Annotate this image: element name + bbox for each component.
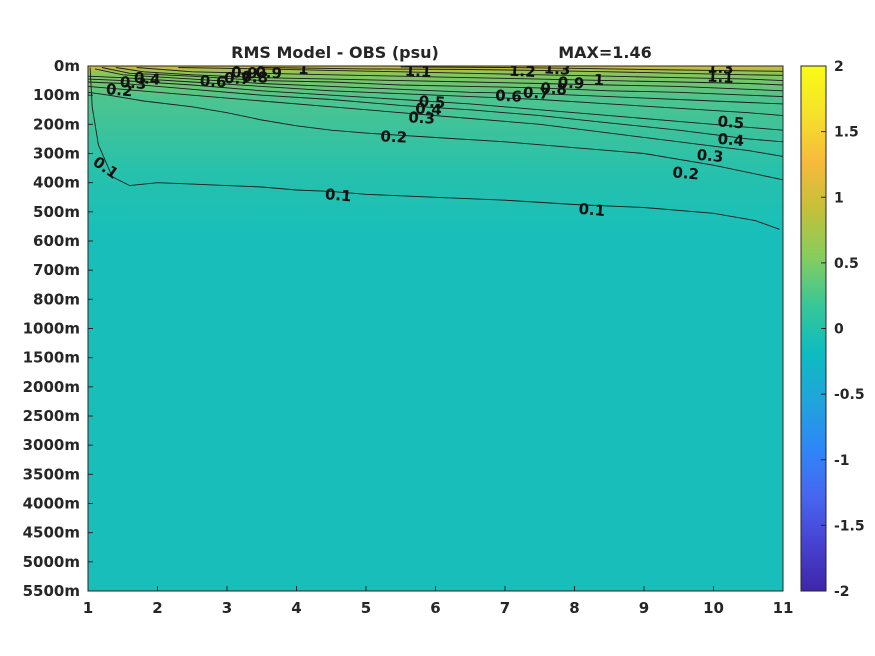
- y-tick-label: 5000m: [23, 553, 80, 571]
- contour-label-13: 0.5: [717, 112, 745, 132]
- contour-label-7: 0.3: [408, 108, 435, 127]
- x-tick-label: 1: [83, 599, 93, 617]
- plot-area: 0.10.10.10.20.20.20.30.30.30.40.40.40.50…: [88, 58, 783, 591]
- x-tick-label: 11: [773, 599, 794, 617]
- y-tick-label: 700m: [33, 261, 80, 279]
- contour-label-20: 0.9: [231, 63, 258, 82]
- x-tick-label: 6: [430, 599, 440, 617]
- y-tick-label: 800m: [33, 290, 80, 308]
- x-axis-ticks: 1 2 3 4 5 6 7 8 9 10 11: [83, 586, 794, 617]
- y-tick-label: 1000m: [23, 320, 80, 338]
- x-tick-label: 9: [639, 599, 649, 617]
- contour-label-14: 0.6: [199, 72, 226, 91]
- y-tick-label: 200m: [33, 115, 80, 133]
- contour-label-21: 0.9: [557, 73, 584, 92]
- contour-label-6: 0.3: [119, 73, 147, 93]
- colorbar: 2 1.5 1 0.5 0 -0.5 -1 -1.5 -2: [800, 59, 865, 600]
- contour-line-4: [88, 78, 783, 131]
- y-tick-label: 5500m: [23, 582, 80, 600]
- contour-line-6: [94, 68, 783, 105]
- contour-line-11: [261, 67, 783, 76]
- contour-label-3: 0.2: [105, 80, 133, 100]
- colorbar-tick-label: -1.5: [834, 518, 865, 534]
- x-tick-label: 3: [222, 599, 232, 617]
- contour-line-12: [400, 66, 783, 72]
- contour-label-27: 1.2: [509, 62, 536, 81]
- contour-label-11: 0.4: [717, 130, 745, 150]
- contour-lines: [88, 66, 783, 230]
- contour-label-4: 0.2: [380, 127, 407, 146]
- x-tick-label: 5: [361, 599, 371, 617]
- contour-label-9: 0.4: [133, 69, 161, 89]
- chart-title: RMS Model - OBS (psu): [231, 43, 439, 62]
- colorbar-tick-label: 1.5: [834, 125, 859, 141]
- x-tick-label: 10: [703, 599, 724, 617]
- contour-label-17: 0.7: [523, 84, 550, 103]
- contour-label-25: 1.1: [404, 62, 431, 81]
- colorbar-tick-label: -2: [834, 584, 850, 600]
- contour-label-29: 1.3: [707, 58, 734, 77]
- y-tick-label: 0m: [54, 57, 80, 75]
- contour-label-16: 0.7: [224, 69, 251, 88]
- field-background: [88, 66, 783, 591]
- contour-label-18: 0.8: [241, 67, 268, 86]
- contour-label-22: 0.9: [255, 63, 282, 82]
- contour-label-19: 0.8: [540, 79, 567, 98]
- colorbar-tick-label: 0.5: [834, 256, 859, 272]
- y-tick-label: 3000m: [23, 436, 80, 454]
- y-tick-label: 100m: [33, 86, 80, 104]
- colorbar-tick-label: 2: [834, 59, 844, 75]
- y-tick-label: 500m: [33, 203, 80, 221]
- y-tick-label: 4000m: [23, 495, 80, 513]
- x-tick-label: 7: [500, 599, 510, 617]
- contour-label-24: 1: [593, 71, 604, 90]
- y-tick-label: 2000m: [23, 378, 80, 396]
- contour-line-3: [88, 81, 783, 143]
- contour-line-10: [178, 67, 783, 82]
- y-axis-ticks: 0m 100m 200m 300m 400m 500m 600m 700m 800m 1000m 1…: [23, 57, 93, 600]
- contour-label-23: 1: [298, 60, 309, 79]
- x-tick-label: 8: [569, 599, 579, 617]
- y-tick-label: 400m: [33, 174, 80, 192]
- max-label: MAX=1.46: [558, 43, 652, 62]
- contour-label-12: 0.5: [418, 92, 445, 111]
- x-tick-label: 2: [152, 599, 162, 617]
- y-tick-label: 600m: [33, 232, 80, 250]
- contour-label-1: 0.1: [324, 185, 352, 205]
- x-tick-label: 4: [291, 599, 301, 617]
- contour-label-2: 0.1: [578, 200, 606, 220]
- contour-line-7: [101, 67, 783, 98]
- contour-label-8: 0.3: [696, 146, 724, 166]
- contour-label-5: 0.2: [672, 163, 700, 183]
- y-tick-label: 4500m: [23, 524, 80, 542]
- contour-line-2: [88, 85, 783, 157]
- y-tick-label: 300m: [33, 145, 80, 163]
- contour-line-9: [136, 67, 783, 86]
- contour-line-8: [115, 67, 783, 92]
- contour-line-0: [89, 67, 780, 230]
- contour-label-15: 0.6: [495, 86, 522, 105]
- colorbar-tick-label: 0: [834, 322, 844, 338]
- contour-line-5: [88, 75, 783, 117]
- contour-label-28: 1.3: [543, 59, 570, 78]
- y-tick-label: 1500m: [23, 349, 80, 367]
- colorbar-ticks: 2 1.5 1 0.5 0 -0.5 -1 -1.5 -2: [821, 59, 865, 600]
- contour-label-10: 0.4: [415, 100, 442, 119]
- colorbar-tick-label: -1: [834, 453, 850, 469]
- colorbar-tick-label: 1: [834, 190, 844, 206]
- y-tick-label: 2500m: [23, 407, 80, 425]
- colorbar-tick-label: -0.5: [834, 387, 865, 403]
- y-tick-label: 3500m: [23, 465, 80, 483]
- contour-line-1: [88, 91, 783, 181]
- contour-label-26: 1.1: [707, 67, 734, 86]
